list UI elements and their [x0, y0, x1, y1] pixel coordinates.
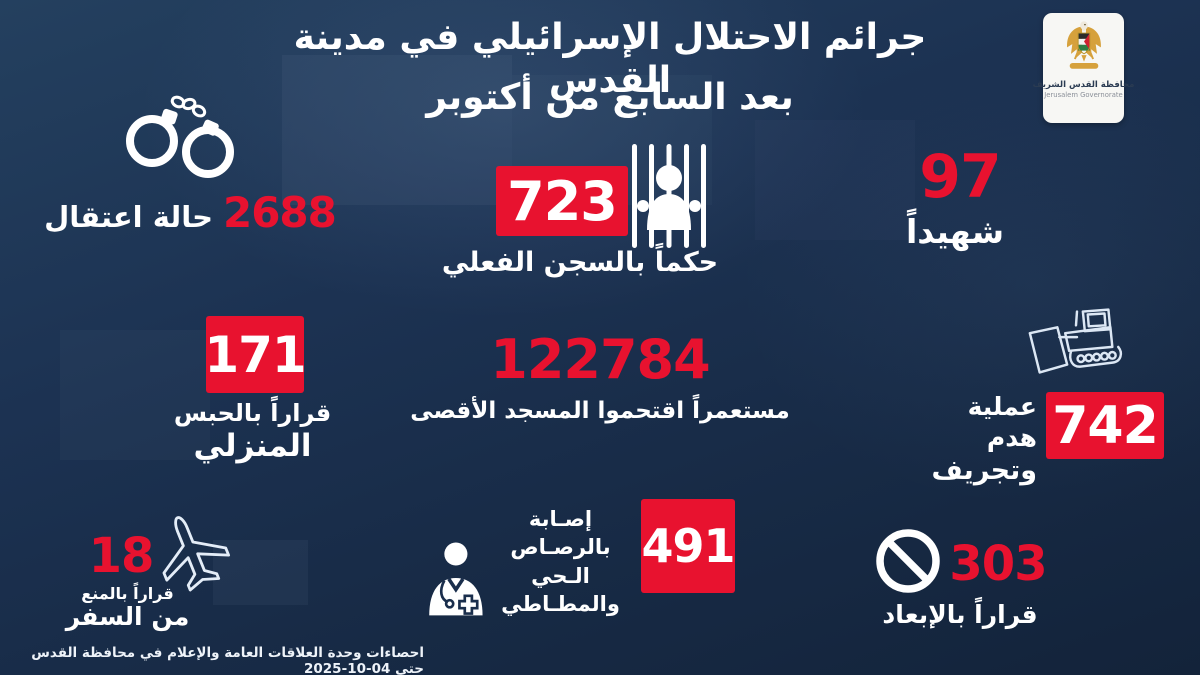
- stat-aqsa-label: مستعمراً اقتحموا المسجد الأقصى: [410, 398, 790, 424]
- stat-prison-label: حكماً بالسجن الفعلي: [441, 247, 719, 278]
- stat-house-arrest-value-badge: 171: [204, 316, 307, 393]
- stat-travel-ban-label-2: من السفر: [65, 602, 190, 631]
- page-title-line-1: جرائم الاحتلال الإسرائيلي في مدينة القدس: [293, 17, 927, 102]
- logo-name-arabic: محافظة القدس الشريف: [1032, 80, 1135, 90]
- page-title-line-2: بعد السابع من أكتوبر: [426, 77, 794, 118]
- footer-source-note: احصاءات وحدة العلاقات العامة والإعلام في…: [31, 645, 424, 675]
- palestine-eagle-emblem-icon: [1066, 21, 1101, 69]
- stat-house-arrest-label-1: قراراً بالحبس: [173, 399, 332, 427]
- stat-injuries-label: إصـابة بالرصـاص الـحي والمطـاطي: [478, 505, 643, 618]
- stat-travel-ban-value: 18: [88, 528, 155, 584]
- logo-name-english: Jerusalem Governorate: [1044, 91, 1123, 99]
- stat-house-arrest-label-2: المنزلي: [193, 428, 312, 464]
- stat-prison-value-badge: 723: [496, 166, 628, 236]
- stat-demolitions-label: عملية هدم وتجريف: [915, 391, 1037, 487]
- governorate-logo: محافظة القدس الشريف Jerusalem Governorat…: [1033, 13, 1134, 123]
- stat-arrests: 2688 حالة اعتقال: [40, 188, 340, 237]
- stat-arrests-value: 2688: [222, 188, 337, 237]
- stat-deportations-label: قراراً بالإبعاد: [882, 600, 1038, 629]
- stat-demolitions-label-1: عملية هدم: [967, 392, 1037, 453]
- stat-martyrs-label: شهيداً: [905, 212, 1005, 251]
- stat-injuries-value-badge: 491: [641, 499, 736, 593]
- bulldozer-icon: [1028, 308, 1123, 374]
- stat-arrests-label: حالة اعتقال: [44, 200, 213, 234]
- stat-injuries-label-2: الـحي والمطـاطي: [501, 563, 620, 617]
- airplane-icon: [162, 516, 231, 592]
- stat-martyrs-value: 97: [919, 142, 1002, 212]
- stat-injuries-label-1: إصـابة بالرصـاص: [510, 507, 611, 560]
- stat-demolitions-label-2: وتجريف: [931, 454, 1037, 486]
- stat-travel-ban-label-1: قراراً بالمنع: [81, 584, 174, 603]
- no-entry-icon: [876, 529, 940, 593]
- medic-icon: [429, 542, 483, 616]
- handcuffs-icon: [126, 95, 234, 178]
- stat-demolitions-value-badge: 742: [1046, 392, 1164, 459]
- prison-bars-icon: [632, 144, 706, 248]
- stat-deportations-value: 303: [949, 536, 1047, 592]
- stat-aqsa-value: 122784: [490, 328, 710, 391]
